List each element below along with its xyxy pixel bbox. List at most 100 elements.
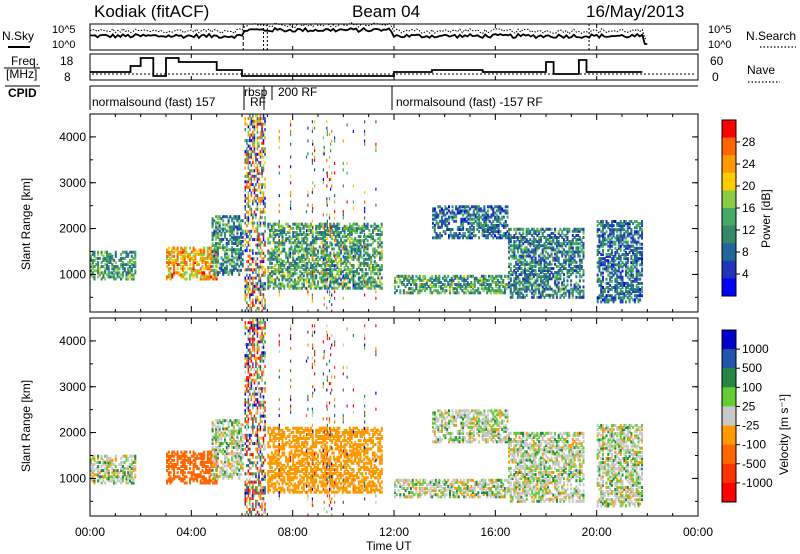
echo-cell — [520, 287, 523, 291]
echo-cell — [302, 264, 305, 267]
echo-cell — [334, 210, 336, 214]
echo-cell — [444, 205, 447, 209]
echo-cell — [607, 234, 610, 238]
echo-cell — [238, 248, 241, 252]
echo-cell — [249, 139, 251, 143]
echo-cell — [111, 458, 114, 462]
echo-cell — [354, 222, 357, 226]
echo-cell — [183, 277, 186, 281]
echo-cell — [566, 250, 569, 254]
echo-cell — [252, 218, 254, 222]
echo-cell — [331, 184, 333, 188]
echo-cell — [240, 233, 242, 237]
echo-cell — [326, 184, 328, 188]
echo-cell — [222, 248, 225, 252]
echo-cell — [440, 280, 443, 284]
echo-cell — [609, 271, 612, 275]
echo-cell — [261, 150, 263, 154]
echo-cell — [315, 261, 318, 265]
echo-cell — [208, 271, 211, 275]
echo-cell — [356, 286, 358, 290]
echo-cell — [252, 119, 254, 123]
echo-cell — [445, 276, 448, 280]
echo-cell — [100, 261, 103, 264]
echo-cell — [176, 254, 179, 258]
echo-cell — [527, 227, 530, 231]
echo-cell — [183, 256, 186, 260]
echo-cell — [247, 304, 250, 308]
date-title: 16/May/2013 — [586, 2, 684, 21]
echo-cell — [361, 245, 364, 249]
echo-cell — [264, 216, 266, 220]
echo-cell — [323, 251, 325, 255]
echo-cell — [206, 246, 209, 250]
echo-cell — [370, 224, 373, 228]
echo-cell — [326, 200, 328, 204]
echo-cell — [173, 271, 176, 275]
echo-cell — [547, 234, 549, 237]
echo-cell — [630, 228, 633, 232]
echo-cell — [261, 191, 263, 195]
echo-cell — [332, 259, 335, 263]
echo-cell — [495, 213, 498, 217]
echo-cell — [432, 225, 434, 229]
echo-cell — [449, 228, 452, 231]
echo-cell — [167, 250, 170, 254]
echo-cell — [334, 255, 336, 258]
echo-cell — [109, 475, 112, 479]
echo-cell — [334, 296, 336, 300]
echo-cell — [301, 264, 303, 267]
echo-cell — [575, 281, 578, 285]
echo-cell — [331, 271, 333, 275]
echo-cell — [201, 273, 204, 277]
echo-cell — [508, 271, 510, 275]
echo-cell — [107, 261, 110, 264]
echo-cell — [286, 253, 289, 257]
cpid-panel: CPID normalsound (fast) 157 rbsp RF 200 … — [5, 85, 698, 110]
echo-cell — [541, 231, 544, 235]
echo-cell — [350, 241, 353, 245]
echo-cell — [261, 298, 263, 302]
echo-cell — [633, 294, 636, 298]
echo-cell — [330, 296, 332, 300]
echo-cell — [322, 239, 324, 242]
echo-cell — [91, 258, 94, 262]
echo-cell — [621, 242, 624, 246]
echo-cell — [241, 262, 244, 266]
echo-cell — [222, 229, 225, 233]
echo-cell — [264, 117, 266, 121]
echo-cell — [373, 259, 376, 263]
echo-cell — [311, 255, 313, 258]
echo-cell — [602, 220, 604, 223]
echo-cell — [541, 227, 544, 231]
echo-cell — [113, 469, 116, 473]
echo-cell — [240, 225, 242, 229]
echo-cell — [458, 205, 461, 209]
echo-cell — [264, 254, 266, 258]
echo-cell — [504, 232, 507, 236]
echo-cell — [247, 191, 250, 195]
echo-cell — [607, 259, 610, 263]
echo-cell — [322, 136, 324, 140]
echo-cell — [102, 258, 105, 262]
echo-cell — [621, 290, 624, 294]
echo-cell — [448, 221, 450, 225]
echo-cell — [173, 267, 176, 271]
echo-cell — [380, 231, 383, 234]
echo-cell — [104, 256, 107, 260]
echo-cell — [302, 237, 305, 241]
echo-cell — [240, 239, 242, 243]
echo-cell — [370, 266, 373, 269]
echo-cell — [250, 229, 253, 233]
echo-cell — [561, 293, 564, 297]
echo-cell — [244, 229, 246, 233]
echo-cell — [259, 130, 262, 134]
echo-cell — [259, 284, 262, 288]
echo-cell — [437, 213, 440, 217]
echo-cell — [236, 217, 239, 221]
echo-cell — [264, 210, 266, 214]
echo-cell — [511, 248, 514, 252]
echo-cell — [515, 240, 518, 244]
echo-cell — [334, 264, 336, 268]
echo-cell — [97, 460, 100, 464]
